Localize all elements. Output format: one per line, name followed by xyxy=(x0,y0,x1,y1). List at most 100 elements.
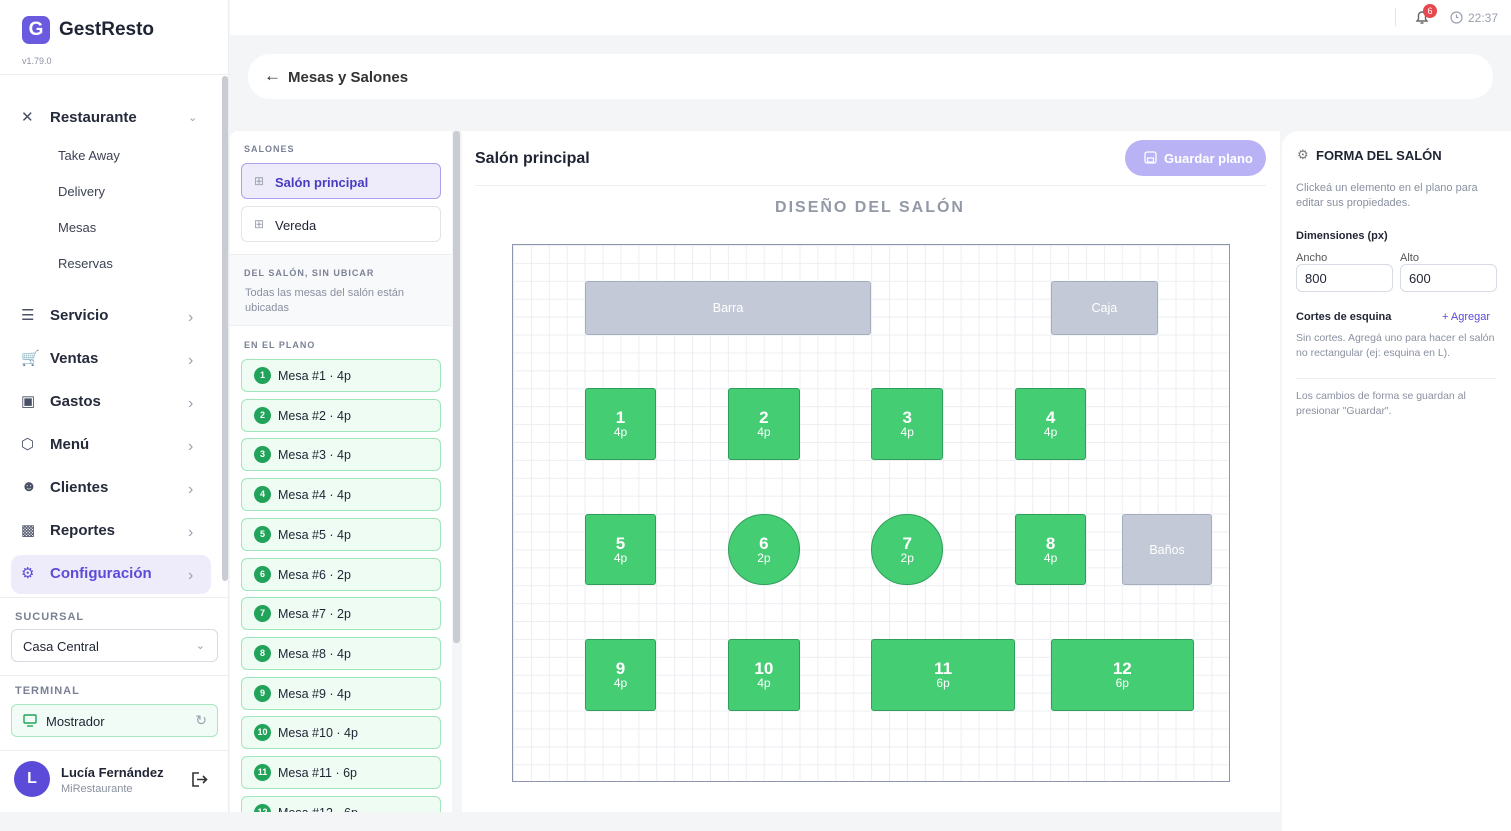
bell-icon[interactable] xyxy=(1415,9,1429,25)
table-label: Mesa #12 · 6p xyxy=(278,806,358,812)
table-item[interactable]: 9 Mesa #9 · 4p xyxy=(241,676,441,710)
floor-table[interactable]: 7 2p xyxy=(871,513,944,586)
nav-item[interactable]: Clientes xyxy=(50,479,109,496)
table-label: Mesa #6 · 2p xyxy=(278,567,351,582)
back-arrow[interactable]: ← xyxy=(264,66,281,85)
nav-item[interactable]: Menú xyxy=(50,436,90,453)
nav-icon: ⬡ xyxy=(21,436,35,453)
table-badge: 2 xyxy=(254,406,271,424)
height-input[interactable]: 600 xyxy=(1400,264,1497,292)
terminal: Mostrador xyxy=(46,714,105,729)
floor-element[interactable]: Baños xyxy=(1122,513,1212,586)
table-item[interactable]: 2 Mesa #2 · 4p xyxy=(241,398,441,432)
monitor-icon xyxy=(23,714,37,727)
branch-label: SUCURSAL xyxy=(15,611,85,623)
placed-label: EN EL PLANO xyxy=(244,340,316,350)
nav-item[interactable]: Configuración xyxy=(50,565,152,582)
table-seats: 4p xyxy=(613,550,628,565)
properties-panel: ⚙ FORMA DEL SALÓN Clickeá un elemento en… xyxy=(1282,131,1511,831)
table-badge: 11 xyxy=(254,764,271,781)
terminal-box[interactable]: Mostrador ↻ xyxy=(11,704,218,737)
save-hint: Los cambios de forma se guardan al presi… xyxy=(1296,390,1466,417)
divider xyxy=(475,185,1266,186)
room-name: Vereda xyxy=(275,218,317,233)
table-label: Mesa #3 · 4p xyxy=(278,448,351,463)
table-seats: 4p xyxy=(757,425,771,440)
table-label: Mesa #9 · 4p xyxy=(278,686,351,701)
user-name: Lucía Fernández xyxy=(61,765,164,780)
nav-subitem[interactable]: Reservas xyxy=(58,256,113,271)
nav-item[interactable]: Gastos xyxy=(50,393,101,410)
width-input[interactable]: 800 xyxy=(1296,264,1393,292)
floor-table[interactable]: 9 4p xyxy=(584,639,657,711)
table-seats: 4p xyxy=(757,676,771,691)
height-label: Alto xyxy=(1400,252,1419,264)
table-number: 2 xyxy=(759,408,769,428)
user-org: MiRestaurante xyxy=(61,783,133,795)
properties-hint: Clickeá un elemento en el plano para edi… xyxy=(1296,182,1478,209)
table-badge: 5 xyxy=(254,525,271,543)
table-item[interactable]: 7 Mesa #7 · 2p xyxy=(241,597,441,631)
floor-table[interactable]: 6 2p xyxy=(728,513,800,586)
nav-subitem[interactable]: Delivery xyxy=(58,184,105,199)
table-number: 7 xyxy=(902,533,912,553)
chevron: › xyxy=(188,352,194,369)
unplaced-label: DEL SALÓN, SIN UBICAR xyxy=(244,268,375,278)
table-item[interactable]: 11 Mesa #11 · 6p xyxy=(241,756,441,789)
table-item[interactable]: 6 Mesa #6 · 2p xyxy=(241,557,441,591)
divider xyxy=(1296,378,1496,379)
refresh-icon[interactable]: ↻ xyxy=(195,712,207,728)
room-item[interactable]: ⊞ Salón principal xyxy=(241,163,441,199)
table-seats: 4p xyxy=(1043,550,1058,565)
floor-table[interactable]: 12 6p xyxy=(1050,639,1194,711)
nav-subitem[interactable]: Mesas xyxy=(58,220,97,235)
table-seats: 4p xyxy=(613,425,628,440)
table-badge: 6 xyxy=(254,565,271,583)
branch-select[interactable]: Casa Central ⌄ xyxy=(11,629,218,662)
chevron: › xyxy=(188,481,194,498)
header: ← Mesas y Salones xyxy=(248,54,1493,99)
table-item[interactable]: 3 Mesa #3 · 4p xyxy=(241,438,441,472)
table-item[interactable]: 8 Mesa #8 · 4p xyxy=(241,636,441,670)
floor-table[interactable]: 4 4p xyxy=(1014,388,1087,461)
floor-element[interactable]: Caja xyxy=(1050,280,1159,335)
table-seats: 4p xyxy=(613,676,628,691)
table-item[interactable]: 1 Mesa #1 · 4p xyxy=(241,359,441,392)
floor-table[interactable]: 10 4p xyxy=(728,639,800,711)
active-bg xyxy=(11,555,211,594)
nav-subitem[interactable]: Take Away xyxy=(58,148,120,163)
floor-plan[interactable]: Barra Caja Baños 1 4p 2 4p 3 4p 4 4p 5 4p 6 2p 7 2p 8 4p 9 4… xyxy=(512,244,1230,782)
floor-table[interactable]: 8 4p xyxy=(1014,513,1087,586)
table-item[interactable]: 10 Mesa #10 · 4p xyxy=(241,716,441,750)
save-button[interactable]: Guardar plano xyxy=(1125,140,1266,176)
logout-icon[interactable] xyxy=(190,771,208,788)
table-number: 9 xyxy=(615,659,626,679)
floor-table[interactable]: 1 4p xyxy=(584,388,657,461)
notification-badge: 6 xyxy=(1423,4,1437,18)
divider xyxy=(0,675,229,676)
floor-table[interactable]: 2 4p xyxy=(728,388,800,461)
table-item[interactable]: 4 Mesa #4 · 4p xyxy=(241,478,441,512)
floor-table[interactable]: 11 6p xyxy=(871,639,1015,711)
table-number: 4 xyxy=(1045,408,1056,428)
floor-table[interactable]: 5 4p xyxy=(584,513,657,586)
nav-item[interactable]: Ventas xyxy=(50,350,99,367)
scrollbar xyxy=(453,131,460,643)
floor-table[interactable]: 3 4p xyxy=(871,388,944,461)
corners-hint: Sin cortes. Agregá uno para hacer el sal… xyxy=(1296,332,1495,359)
table-item[interactable]: 5 Mesa #5 · 4p xyxy=(241,517,441,551)
save-icon xyxy=(1144,151,1157,164)
nav-item[interactable]: Reportes xyxy=(50,522,116,539)
nav-icon: ☰ xyxy=(21,307,35,324)
table-label: Mesa #7 · 2p xyxy=(278,607,351,622)
room-item[interactable]: ⊞ Vereda xyxy=(241,206,441,242)
add-corner[interactable]: + Agregar xyxy=(1442,311,1491,323)
chevron: › xyxy=(188,395,194,412)
nav-item[interactable]: Restaurante xyxy=(50,109,137,126)
floor-element[interactable]: Barra xyxy=(584,280,872,335)
table-seats: 2p xyxy=(900,550,914,565)
corners-label: Cortes de esquina xyxy=(1296,311,1392,323)
nav-item[interactable]: Servicio xyxy=(50,307,109,324)
table-number: 1 xyxy=(615,408,626,428)
table-item[interactable]: 12 Mesa #12 · 6p xyxy=(241,795,441,812)
